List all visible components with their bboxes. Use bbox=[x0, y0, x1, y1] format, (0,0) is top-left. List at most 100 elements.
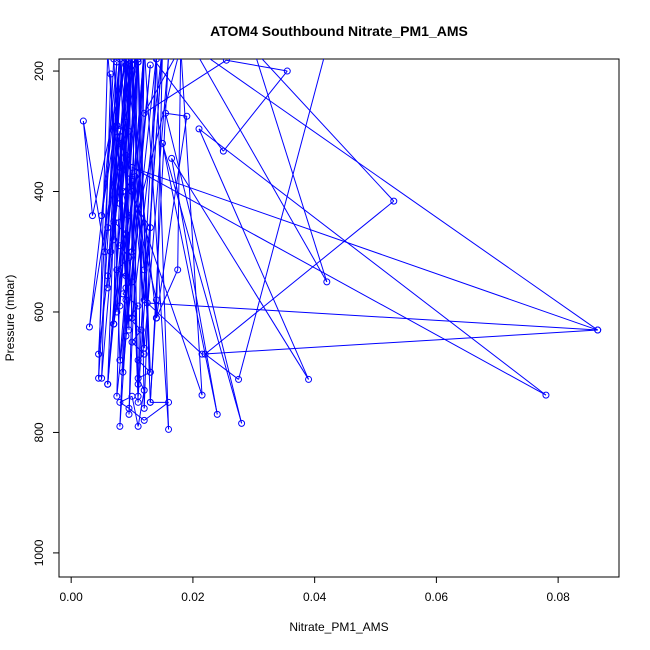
data-point bbox=[134, 356, 142, 364]
data-point bbox=[134, 302, 142, 310]
series-segment bbox=[155, 116, 188, 319]
data-point bbox=[105, 50, 111, 56]
data-point bbox=[195, 125, 203, 133]
series-segment bbox=[238, 59, 325, 380]
data-point bbox=[123, 44, 129, 50]
data-point bbox=[116, 398, 124, 406]
series-segment bbox=[128, 59, 133, 252]
data-point bbox=[125, 314, 133, 322]
data-point bbox=[142, 59, 146, 60]
series-segment bbox=[131, 329, 142, 343]
x-tick-label: 0.04 bbox=[303, 590, 327, 604]
series-segment bbox=[119, 395, 133, 403]
data-point bbox=[146, 61, 154, 69]
data-point bbox=[119, 368, 127, 376]
series-segment bbox=[110, 59, 132, 252]
data-point bbox=[119, 188, 127, 196]
data-point bbox=[128, 188, 136, 196]
data-point bbox=[122, 296, 130, 304]
x-tick-label: 0.00 bbox=[59, 590, 83, 604]
data-point bbox=[190, 44, 196, 50]
series-segment bbox=[149, 299, 157, 403]
data-point bbox=[116, 302, 124, 310]
series-segment bbox=[143, 227, 151, 270]
series-segment bbox=[171, 158, 218, 415]
data-point bbox=[152, 59, 160, 63]
data-point bbox=[140, 266, 148, 274]
data-point bbox=[128, 338, 136, 346]
data-point bbox=[116, 356, 124, 364]
series-segment bbox=[155, 59, 170, 430]
data-point bbox=[158, 139, 166, 147]
series-segment bbox=[143, 59, 175, 114]
data-point bbox=[116, 127, 124, 135]
data-point bbox=[88, 212, 96, 220]
data-point bbox=[238, 419, 246, 427]
series-segment bbox=[155, 59, 163, 319]
y-tick-label: 600 bbox=[32, 302, 46, 322]
series-segment bbox=[146, 302, 203, 355]
data-point bbox=[118, 59, 122, 60]
data-point bbox=[594, 326, 602, 334]
series-segment bbox=[131, 166, 547, 396]
data-point bbox=[159, 47, 165, 53]
x-axis-label: Nitrate_PM1_AMS bbox=[289, 620, 388, 634]
series-segment bbox=[177, 59, 182, 270]
data-point bbox=[178, 44, 184, 50]
series-segment bbox=[143, 59, 169, 349]
series-segment bbox=[113, 137, 118, 325]
series-segment bbox=[137, 59, 179, 210]
data-point bbox=[95, 374, 103, 382]
data-point bbox=[166, 59, 171, 60]
data-point bbox=[128, 278, 136, 286]
data-point bbox=[128, 59, 136, 63]
series-segment bbox=[98, 59, 109, 379]
data-point bbox=[116, 200, 124, 208]
series-segment bbox=[107, 59, 138, 276]
data-point bbox=[183, 112, 191, 120]
data-point bbox=[113, 392, 121, 400]
series-segment bbox=[171, 158, 309, 380]
data-point bbox=[154, 59, 159, 60]
data-point bbox=[140, 109, 148, 117]
data-point bbox=[128, 392, 136, 400]
data-point bbox=[107, 248, 115, 256]
data-point bbox=[110, 320, 118, 328]
data-point bbox=[124, 59, 128, 60]
data-point bbox=[126, 47, 132, 53]
series-segment bbox=[204, 200, 395, 355]
data-point bbox=[79, 117, 87, 125]
data-point bbox=[128, 175, 136, 183]
data-point bbox=[107, 70, 115, 78]
data-point bbox=[125, 326, 133, 334]
data-point bbox=[116, 139, 124, 147]
data-point bbox=[213, 410, 221, 418]
series-segment bbox=[131, 191, 157, 301]
chart-title: ATOM4 Southbound Nitrate_PM1_AMS bbox=[210, 23, 468, 39]
series-segment bbox=[107, 59, 133, 385]
series-segment bbox=[82, 120, 106, 252]
data-point bbox=[141, 47, 147, 53]
series-segment bbox=[131, 59, 145, 349]
series-segment bbox=[143, 59, 227, 114]
data-point bbox=[146, 224, 154, 232]
data-point bbox=[198, 391, 206, 399]
data-point bbox=[168, 154, 176, 162]
data-point bbox=[135, 50, 141, 56]
data-point bbox=[152, 314, 160, 322]
series-segment bbox=[143, 401, 169, 421]
data-point bbox=[542, 391, 550, 399]
data-point bbox=[134, 59, 142, 66]
series-segment bbox=[119, 401, 130, 409]
series-segment bbox=[137, 209, 151, 228]
data-point bbox=[140, 350, 148, 358]
y-axis: 200 400 600 800 1000 bbox=[32, 61, 59, 566]
series-segment bbox=[165, 113, 243, 424]
data-point bbox=[134, 374, 142, 382]
data-point bbox=[162, 109, 170, 117]
data-point bbox=[178, 44, 184, 50]
series-segment bbox=[131, 166, 598, 331]
data-point bbox=[165, 425, 173, 433]
data-point bbox=[125, 254, 133, 262]
